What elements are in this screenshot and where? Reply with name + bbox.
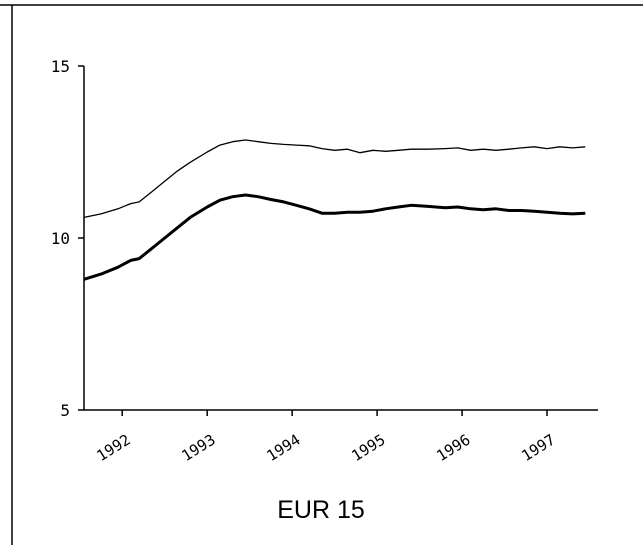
series-line-upper [83,139,586,219]
chart-title: EUR 15 [277,496,365,524]
x-tick-label: 1994 [263,431,303,465]
y-ticks: 5 10 15 [51,57,84,420]
y-tick-label: 15 [51,57,70,76]
series-line-lower [83,193,586,281]
x-tick-label: 1996 [433,431,473,465]
y-tick-label: 10 [51,229,70,248]
x-tick-label: 1997 [518,431,558,465]
x-tick-label: 1992 [93,431,133,465]
series-layer [83,139,586,281]
x-tick-label: 1995 [348,431,388,465]
y-tick-label: 5 [60,401,70,420]
x-tick-label: 1993 [178,431,218,465]
x-ticks: 1992 1993 1994 1995 1996 1997 [93,410,558,465]
